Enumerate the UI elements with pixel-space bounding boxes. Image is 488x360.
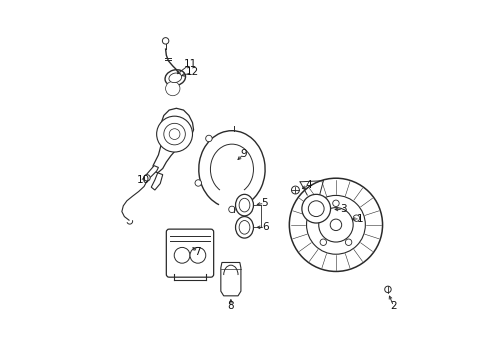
Text: 9: 9 [240, 149, 246, 159]
Text: 8: 8 [227, 301, 234, 311]
Circle shape [174, 247, 190, 263]
Circle shape [320, 239, 326, 246]
Circle shape [345, 239, 351, 246]
Circle shape [384, 286, 390, 293]
Ellipse shape [164, 70, 185, 86]
Ellipse shape [168, 73, 181, 82]
Circle shape [352, 215, 359, 221]
Polygon shape [153, 108, 193, 173]
Circle shape [168, 84, 177, 93]
Circle shape [165, 81, 180, 96]
Polygon shape [151, 173, 163, 190]
Text: 4: 4 [305, 180, 312, 190]
Text: 10: 10 [137, 175, 150, 185]
Circle shape [228, 206, 235, 213]
Circle shape [289, 178, 382, 271]
Ellipse shape [235, 217, 253, 238]
Polygon shape [221, 262, 241, 296]
Circle shape [156, 116, 192, 152]
Polygon shape [144, 166, 158, 180]
FancyBboxPatch shape [166, 229, 213, 277]
Text: 12: 12 [185, 67, 199, 77]
Circle shape [143, 175, 150, 181]
Circle shape [312, 215, 318, 221]
Circle shape [308, 201, 324, 217]
Circle shape [291, 186, 299, 194]
Text: 7: 7 [194, 247, 201, 257]
Circle shape [205, 135, 212, 142]
Circle shape [332, 200, 339, 207]
Circle shape [163, 123, 185, 145]
Text: 5: 5 [261, 198, 267, 208]
Ellipse shape [239, 221, 249, 234]
Circle shape [190, 247, 205, 263]
Text: 1: 1 [356, 214, 363, 224]
Circle shape [318, 208, 352, 242]
Ellipse shape [239, 198, 249, 212]
Circle shape [162, 38, 168, 44]
Text: 6: 6 [262, 222, 268, 232]
Circle shape [169, 129, 180, 139]
Ellipse shape [235, 194, 253, 216]
Text: 3: 3 [339, 204, 346, 215]
Text: 2: 2 [389, 301, 396, 311]
Circle shape [329, 219, 341, 230]
Circle shape [195, 180, 201, 186]
Text: 11: 11 [183, 59, 196, 69]
Circle shape [306, 195, 365, 254]
Circle shape [301, 194, 330, 223]
